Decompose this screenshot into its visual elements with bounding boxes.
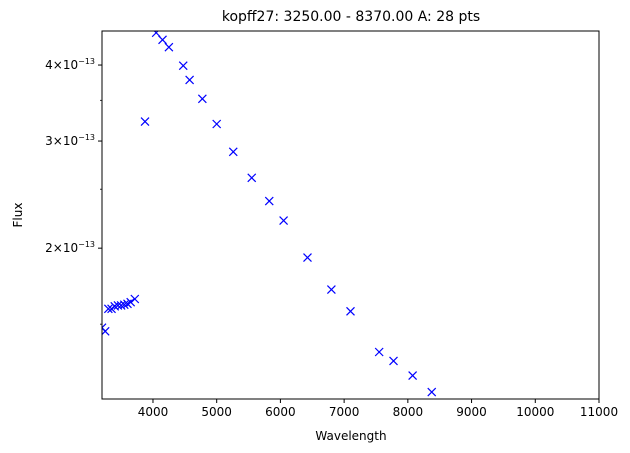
data-point xyxy=(102,326,110,336)
data-point xyxy=(116,301,126,310)
data-point xyxy=(151,31,161,38)
data-point xyxy=(126,297,136,307)
data-point xyxy=(140,117,150,126)
data-point xyxy=(130,294,140,304)
data-point xyxy=(389,356,398,366)
x-tick-label: 5000 xyxy=(201,405,232,419)
data-point xyxy=(212,119,222,129)
data-point xyxy=(103,304,113,314)
y-tick-times: × xyxy=(53,134,63,148)
x-tick-label: 4000 xyxy=(138,405,169,419)
x-axis-label: Wavelength xyxy=(315,429,386,443)
x-tick-label: 8000 xyxy=(393,405,424,419)
x-tick-label: 10000 xyxy=(516,405,554,419)
data-point xyxy=(164,42,174,52)
y-tick-base: 10 xyxy=(63,241,78,255)
y-tick-mantissa: 3 xyxy=(45,134,53,148)
data-point xyxy=(228,147,238,157)
data-point xyxy=(346,306,355,316)
y-tick-base: 10 xyxy=(63,58,78,72)
plot-frame xyxy=(101,30,600,400)
data-point xyxy=(158,35,167,45)
data-point xyxy=(374,347,384,357)
y-tick-exponent: −13 xyxy=(78,133,95,142)
y-tick-label: 2×10−13 xyxy=(45,240,95,255)
x-tick-label: 11000 xyxy=(580,405,618,419)
y-axis-label: Flux xyxy=(11,203,25,228)
y-tick-exponent: −13 xyxy=(78,240,95,249)
data-point xyxy=(178,61,188,71)
data-point xyxy=(326,285,336,294)
chart-title: kopff27: 3250.00 - 8370.00 A: 28 pts xyxy=(222,9,480,25)
y-tick-times: × xyxy=(53,58,63,72)
data-point xyxy=(119,300,129,310)
y-tick-exponent: −13 xyxy=(78,57,95,66)
data-point xyxy=(197,94,207,104)
data-point xyxy=(427,387,437,397)
y-tick-times: × xyxy=(53,241,63,255)
data-point xyxy=(279,216,289,226)
data-point xyxy=(264,196,274,206)
data-point xyxy=(247,173,257,183)
x-tick-label: 7000 xyxy=(329,405,360,419)
y-tick-mantissa: 4 xyxy=(45,58,53,72)
data-point xyxy=(185,75,195,85)
data-point xyxy=(408,371,418,380)
y-tick-mantissa: 2 xyxy=(45,241,53,255)
y-tick-label: 4×10−13 xyxy=(45,57,95,72)
y-tick-base: 10 xyxy=(63,134,78,148)
y-tick-label: 3×10−13 xyxy=(45,133,95,148)
data-point xyxy=(303,253,312,262)
x-tick-label: 9000 xyxy=(456,405,487,419)
x-tick-label: 6000 xyxy=(265,405,296,419)
